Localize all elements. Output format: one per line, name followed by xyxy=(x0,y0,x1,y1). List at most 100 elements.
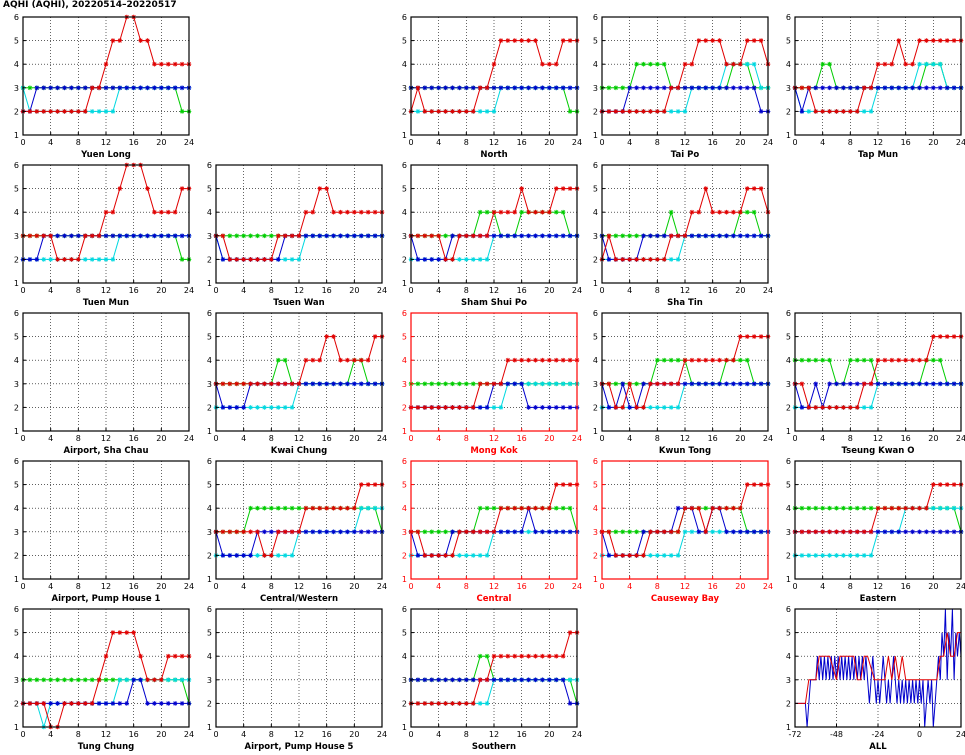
data-point xyxy=(533,209,538,215)
data-point xyxy=(498,677,504,683)
data-point xyxy=(731,381,736,387)
y-tick-label: 6 xyxy=(402,457,407,466)
data-point xyxy=(553,529,559,535)
y-tick-label: 2 xyxy=(786,699,791,708)
x-tick-label: 12 xyxy=(294,730,304,739)
y-tick-label: 6 xyxy=(14,605,19,614)
x-tick-label: 12 xyxy=(101,286,111,295)
data-point xyxy=(110,701,116,706)
data-point xyxy=(512,38,518,43)
x-tick-label: 0 xyxy=(599,434,604,443)
data-point xyxy=(296,233,302,239)
data-point xyxy=(512,677,518,683)
data-point xyxy=(491,61,497,67)
data-point xyxy=(372,505,378,511)
data-point xyxy=(682,381,688,387)
x-tick-label: 20 xyxy=(928,582,938,591)
data-point xyxy=(296,381,302,387)
data-point xyxy=(519,653,524,659)
data-point xyxy=(540,233,545,239)
data-point xyxy=(477,209,483,215)
data-point xyxy=(661,233,667,239)
data-point xyxy=(227,405,233,410)
data-point xyxy=(924,61,929,67)
data-point xyxy=(103,653,109,659)
data-point xyxy=(854,505,860,511)
data-point xyxy=(331,529,336,535)
y-tick-label: 6 xyxy=(207,457,212,466)
data-point xyxy=(951,334,957,339)
data-point xyxy=(882,357,888,363)
data-point xyxy=(675,85,681,91)
data-point xyxy=(820,529,825,535)
data-point xyxy=(69,109,74,114)
data-point xyxy=(854,109,860,114)
data-point xyxy=(470,381,476,387)
x-tick-label: 4 xyxy=(48,730,53,739)
data-point xyxy=(76,85,81,91)
data-point xyxy=(262,233,267,239)
data-point xyxy=(282,357,288,363)
data-point xyxy=(450,109,455,114)
data-point xyxy=(689,357,695,363)
data-point xyxy=(41,233,47,239)
data-point xyxy=(648,85,653,91)
series-line-red xyxy=(411,484,577,556)
data-point xyxy=(668,529,674,535)
x-tick-label: 16 xyxy=(901,582,911,591)
data-point xyxy=(372,209,378,215)
data-point xyxy=(689,61,695,67)
data-point xyxy=(248,257,253,262)
data-point xyxy=(668,209,674,215)
data-point xyxy=(76,233,81,239)
data-point xyxy=(868,553,874,558)
data-point xyxy=(682,505,688,511)
data-point xyxy=(634,553,639,558)
y-tick-label: 5 xyxy=(207,185,212,194)
data-point xyxy=(262,529,267,535)
data-point xyxy=(415,85,421,91)
data-point xyxy=(331,505,336,511)
data-point xyxy=(498,529,504,535)
data-point xyxy=(345,357,350,363)
data-point xyxy=(450,85,455,91)
x-tick-label: 4 xyxy=(820,582,825,591)
data-point xyxy=(661,357,667,363)
data-point xyxy=(303,381,309,387)
data-point xyxy=(910,505,915,511)
data-point xyxy=(124,233,130,239)
data-point xyxy=(145,677,150,683)
data-point xyxy=(310,529,316,535)
data-point xyxy=(868,381,874,387)
data-point xyxy=(227,553,233,558)
data-point xyxy=(345,529,350,535)
data-point xyxy=(751,38,757,43)
data-point xyxy=(560,209,566,215)
data-point xyxy=(69,677,74,683)
data-point xyxy=(62,701,67,706)
data-point xyxy=(567,405,573,410)
data-point xyxy=(613,109,619,114)
data-point xyxy=(484,529,490,535)
data-point xyxy=(498,85,504,91)
data-point xyxy=(477,529,483,535)
data-point xyxy=(275,257,281,262)
data-point xyxy=(668,257,674,262)
data-point xyxy=(317,357,323,363)
data-point xyxy=(937,381,943,387)
data-point xyxy=(498,653,504,659)
data-point xyxy=(464,529,469,535)
y-tick-label: 2 xyxy=(593,255,598,264)
data-point xyxy=(526,405,531,410)
data-point xyxy=(275,553,281,558)
data-point xyxy=(627,109,632,114)
data-point xyxy=(27,677,33,683)
data-point xyxy=(540,381,545,387)
data-point xyxy=(317,233,323,239)
data-point xyxy=(924,381,929,387)
data-point xyxy=(41,109,47,114)
data-point xyxy=(820,405,825,410)
data-point xyxy=(861,85,867,91)
x-tick-label: 4 xyxy=(436,286,441,295)
data-point xyxy=(269,405,274,410)
